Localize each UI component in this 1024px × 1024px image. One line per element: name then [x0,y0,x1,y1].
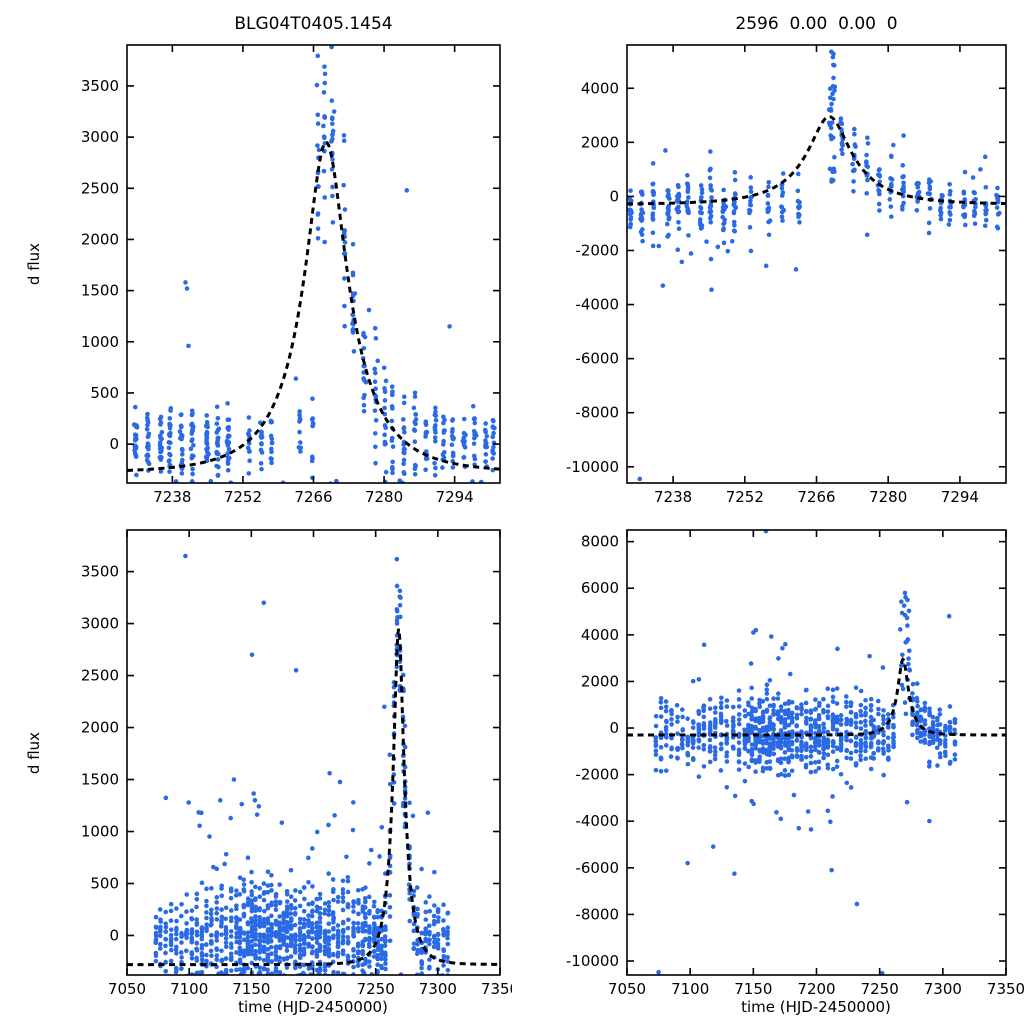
svg-text:500: 500 [90,875,119,893]
svg-text:3500: 3500 [81,563,119,581]
svg-text:7200: 7200 [797,980,835,998]
svg-text:-6000: -6000 [575,859,619,877]
svg-text:7266: 7266 [797,488,835,506]
svg-text:2000: 2000 [81,230,119,248]
svg-text:2000: 2000 [581,133,619,151]
svg-text:7294: 7294 [436,488,474,506]
svg-text:7050: 7050 [108,980,146,998]
svg-text:7238: 7238 [654,488,692,506]
svg-text:4000: 4000 [581,626,619,644]
plot-bottom-right: 7050 7100 7150 7200 7250 7300 7350 -10000 -8000 -… [566,529,1024,998]
svg-text:7100: 7100 [671,980,709,998]
svg-text:0: 0 [109,926,119,944]
svg-text:0: 0 [609,187,619,205]
svg-text:7100: 7100 [170,980,208,998]
svg-text:-6000: -6000 [575,350,619,368]
x-axis-label-bottom-left: time (HJD-2450000) [238,998,388,1016]
svg-text:7350: 7350 [987,980,1024,998]
plot-top-left: 7238 7252 7266 7280 7294 0 500 1000 1500 2000 2500… [81,44,501,506]
svg-text:2500: 2500 [81,667,119,685]
svg-text:7200: 7200 [294,980,332,998]
svg-text:1500: 1500 [81,282,119,300]
plot-bottom-left: 7050 7100 7150 7200 7250 7300 7350 0 500 1000 1500… [81,529,512,998]
x-axis-label-bottom-right: time (HJD-2450000) [741,998,891,1016]
svg-text:7252: 7252 [224,488,262,506]
svg-text:3000: 3000 [81,615,119,633]
svg-text:7150: 7150 [734,980,772,998]
panel-title-top-right: 2596 0.00 0.00 0 [735,14,898,34]
svg-text:7300: 7300 [924,980,962,998]
svg-text:4000: 4000 [581,79,619,97]
svg-text:6000: 6000 [581,579,619,597]
svg-text:1000: 1000 [81,333,119,351]
svg-text:7250: 7250 [861,980,899,998]
svg-text:-2000: -2000 [575,241,619,259]
svg-text:7350: 7350 [481,980,512,998]
svg-text:-4000: -4000 [575,296,619,314]
svg-text:7238: 7238 [153,488,191,506]
svg-text:8000: 8000 [581,533,619,551]
svg-text:0: 0 [609,719,619,737]
svg-text:7300: 7300 [419,980,457,998]
svg-text:3500: 3500 [81,77,119,95]
svg-text:3000: 3000 [81,128,119,146]
svg-text:7280: 7280 [869,488,907,506]
svg-text:2500: 2500 [81,179,119,197]
svg-text:-10000: -10000 [566,458,619,476]
svg-text:0: 0 [109,435,119,453]
svg-text:-10000: -10000 [566,952,619,970]
svg-text:500: 500 [90,384,119,402]
svg-text:7250: 7250 [357,980,395,998]
svg-text:7280: 7280 [365,488,403,506]
svg-text:7294: 7294 [941,488,979,506]
svg-text:1000: 1000 [81,823,119,841]
svg-text:-8000: -8000 [575,404,619,422]
svg-text:7266: 7266 [294,488,332,506]
svg-text:7050: 7050 [608,980,646,998]
panel-title-top-left: BLG04T0405.1454 [234,14,393,34]
plot-top-right: 7238 7252 7266 7280 7294 -10000 -8000 -6000 -400… [566,44,1007,506]
svg-text:2000: 2000 [81,719,119,737]
svg-text:1500: 1500 [81,771,119,789]
svg-text:7252: 7252 [726,488,764,506]
svg-text:7150: 7150 [232,980,270,998]
svg-text:-2000: -2000 [575,766,619,784]
svg-text:-4000: -4000 [575,812,619,830]
svg-text:-8000: -8000 [575,905,619,923]
svg-text:2000: 2000 [581,672,619,690]
